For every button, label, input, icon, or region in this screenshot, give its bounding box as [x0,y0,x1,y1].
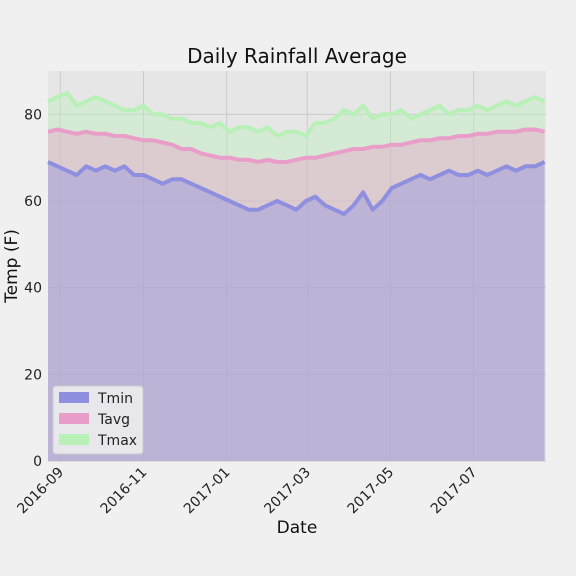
x-axis-label: Date [277,518,318,538]
chart-title: Daily Rainfall Average [187,44,407,68]
series-line-tavg [47,127,546,164]
x-tick-label: 2017-03 [261,465,314,518]
x-tick-labels: 2016-09 2016-11 2017-01 2017-03 2017-05 2017-… [14,465,480,518]
legend: Tmin Tavg Tmax [52,385,144,455]
y-tick-label: 0 [33,454,42,470]
y-tick-label: 80 [24,107,42,123]
legend-swatch-tavg [59,413,89,424]
legend-swatch-tmax [59,434,89,445]
series-area-tavg [48,129,545,461]
legend-label-tavg: Tavg [97,412,130,428]
y-tick-label: 40 [24,281,42,297]
y-tick-label: 20 [24,367,42,383]
series-lines [47,90,546,216]
x-tick-label: 2017-05 [345,465,398,518]
y-tick-labels: 0 20 40 60 80 [24,107,42,470]
series-areas [48,92,545,461]
series-line-tmax [47,90,546,138]
legend-label-tmax: Tmax [97,433,137,449]
x-tick-label: 2017-01 [181,465,234,518]
series-area-tmin [48,162,545,461]
legend-swatch-tmin [59,392,89,403]
x-tick-label: 2016-09 [14,465,67,518]
series-area-tmax [48,92,545,461]
x-tick-label: 2016-11 [98,465,151,518]
y-tick-label: 60 [24,194,42,210]
x-tick-label: 2017-07 [428,465,481,518]
series-line-tmin [47,160,546,216]
legend-label-tmin: Tmin [97,391,133,407]
y-axis-label: Temp (F) [2,229,22,304]
